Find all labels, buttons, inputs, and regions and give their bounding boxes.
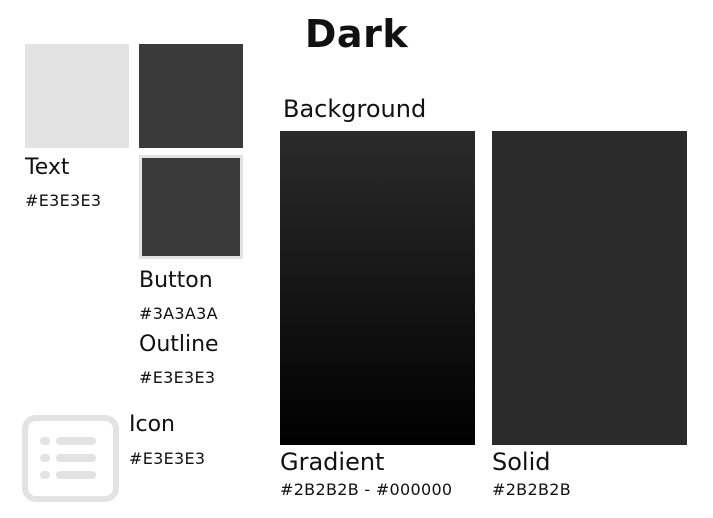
solid-label: Solid <box>492 448 551 476</box>
icon-swatch-hex: #E3E3E3 <box>129 449 206 468</box>
button-color-swatch <box>139 44 243 148</box>
text-swatch-label: Text <box>25 155 70 180</box>
solid-background-swatch <box>492 131 687 445</box>
page-title: Dark <box>304 12 409 56</box>
icon-swatch-label: Icon <box>129 412 175 437</box>
outline-swatch-label: Outline <box>139 332 219 357</box>
gradient-background-swatch <box>280 131 475 445</box>
text-swatch-hex: #E3E3E3 <box>25 191 102 210</box>
button-swatch-hex: #3A3A3A <box>139 304 218 323</box>
button-outline-swatch <box>139 155 243 259</box>
gradient-label: Gradient <box>280 448 385 476</box>
gradient-hex: #2B2B2B - #000000 <box>280 480 453 499</box>
solid-hex: #2B2B2B <box>492 480 571 499</box>
text-color-swatch <box>25 44 129 148</box>
outline-swatch-hex: #E3E3E3 <box>139 368 216 387</box>
button-swatch-label: Button <box>139 268 213 293</box>
background-heading: Background <box>283 95 427 123</box>
list-icon <box>22 415 119 502</box>
